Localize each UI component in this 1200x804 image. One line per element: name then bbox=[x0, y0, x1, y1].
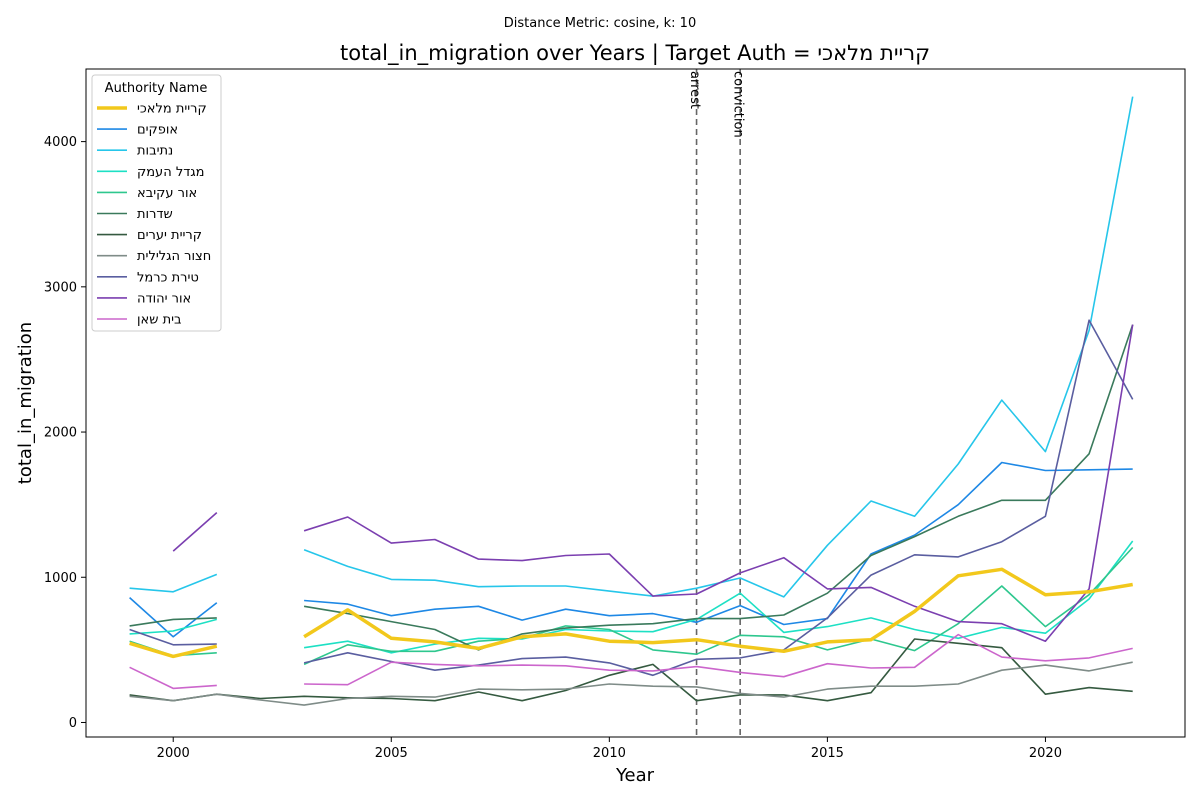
series-line-3 bbox=[129, 540, 1134, 654]
vline-label-arrest: arrest bbox=[687, 71, 702, 109]
x-tick-label: 2000 bbox=[157, 746, 190, 761]
legend-label: טירת כרמל bbox=[137, 270, 199, 285]
legend: Authority Name קריית מלאכי אופקים נתיבות מג… bbox=[91, 74, 222, 332]
legend-label: אופקים bbox=[137, 123, 178, 138]
y-tick-label: 4000 bbox=[44, 135, 77, 150]
y-tick-label: 2000 bbox=[44, 426, 77, 441]
plot-frame bbox=[85, 68, 1186, 738]
series-line-7 bbox=[129, 661, 1133, 706]
y-tick-label: 0 bbox=[69, 716, 77, 731]
legend-label: אור יהודה bbox=[137, 291, 191, 306]
x-tick-label: 2020 bbox=[1029, 746, 1062, 761]
y-axis-ticks: 0 1000 2000 3000 4000 bbox=[44, 135, 86, 731]
y-axis-label: total_in_migration bbox=[15, 322, 36, 484]
legend-items: קריית מלאכי אופקים נתיבות מגדל העמק אור עקיב… bbox=[97, 102, 211, 328]
legend-label: שדרות bbox=[137, 207, 173, 222]
x-axis-ticks: 2000 2005 2010 2015 2020 bbox=[157, 737, 1062, 761]
vline-label-conviction: conviction bbox=[730, 71, 745, 138]
plot-area: arrest conviction bbox=[129, 69, 1134, 737]
series-line-1 bbox=[129, 461, 1133, 638]
x-axis-label: Year bbox=[615, 765, 655, 786]
legend-title: Authority Name bbox=[105, 81, 208, 96]
x-tick-label: 2010 bbox=[593, 746, 626, 761]
chart-title: total_in_migration over Years | Target A… bbox=[340, 41, 930, 66]
legend-box bbox=[91, 74, 222, 332]
legend-label: אור עקיבא bbox=[137, 186, 197, 201]
legend-label: חצור הגלילית bbox=[137, 249, 211, 264]
y-tick-label: 3000 bbox=[44, 280, 77, 295]
x-tick-label: 2015 bbox=[811, 746, 844, 761]
y-tick-label: 1000 bbox=[44, 571, 77, 586]
series-line-0 bbox=[129, 567, 1133, 659]
legend-label: נתיבות bbox=[137, 144, 173, 159]
chart-suptitle: Distance Metric: cosine, k: 10 bbox=[504, 16, 696, 31]
series-line-5 bbox=[129, 324, 1134, 651]
legend-label: קריית מלאכי bbox=[137, 102, 207, 117]
x-tick-label: 2005 bbox=[375, 746, 408, 761]
legend-label: בית שאן bbox=[137, 313, 182, 328]
series-line-2 bbox=[129, 96, 1134, 598]
series-line-10 bbox=[129, 633, 1133, 690]
series-line-9 bbox=[172, 324, 1134, 642]
series-line-8 bbox=[129, 319, 1134, 677]
legend-label: קריית יערים bbox=[137, 228, 202, 243]
legend-label: מגדל העמק bbox=[137, 165, 205, 180]
